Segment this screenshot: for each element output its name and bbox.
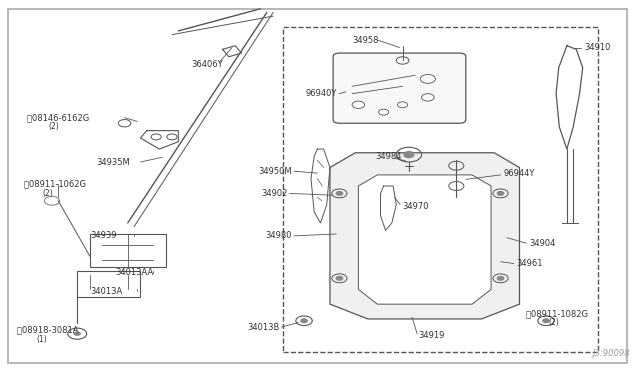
Polygon shape [330,153,520,319]
Text: 34970: 34970 [402,202,428,211]
Text: ⓝ​08911-1062G: ⓝ​08911-1062G [24,180,86,189]
Circle shape [497,192,504,195]
FancyBboxPatch shape [282,27,598,352]
Circle shape [336,276,342,280]
Text: 34939: 34939 [90,231,116,240]
Circle shape [336,192,342,195]
FancyBboxPatch shape [333,53,466,123]
Circle shape [404,152,414,158]
FancyBboxPatch shape [90,234,166,267]
Text: 96944Y: 96944Y [504,169,535,177]
Text: 34935M: 34935M [96,157,130,167]
Polygon shape [358,175,491,304]
Text: 34013AA: 34013AA [115,268,154,277]
FancyBboxPatch shape [8,9,627,363]
Text: 34904: 34904 [529,239,556,248]
Text: 34919: 34919 [419,331,445,340]
Text: Ⓑ​08146-6162G: Ⓑ​08146-6162G [27,113,89,122]
Text: 34984: 34984 [376,152,402,161]
Circle shape [543,319,549,323]
Text: ⓝ​08918-3081A: ⓝ​08918-3081A [17,326,79,334]
Text: 34950M: 34950M [259,167,292,176]
Text: 34902: 34902 [261,189,287,198]
Text: (2): (2) [49,122,60,131]
Text: 34910: 34910 [584,43,611,52]
Text: (2): (2) [548,318,559,327]
Text: 34013B: 34013B [247,323,280,331]
Text: 34958: 34958 [352,36,378,45]
Text: J3:90098: J3:90098 [592,350,630,359]
Text: 96940Y: 96940Y [306,89,337,98]
Circle shape [497,276,504,280]
Text: 36406Y: 36406Y [191,60,223,69]
Circle shape [74,331,81,336]
Circle shape [301,319,307,323]
Text: 34961: 34961 [516,259,543,268]
Text: (2): (2) [42,189,53,198]
Text: (1): (1) [36,335,47,344]
Text: 34013A: 34013A [90,287,122,296]
FancyBboxPatch shape [77,271,140,297]
Text: ⓝ​08911-1082G: ⓝ​08911-1082G [526,309,588,318]
Text: 34980: 34980 [266,231,292,240]
